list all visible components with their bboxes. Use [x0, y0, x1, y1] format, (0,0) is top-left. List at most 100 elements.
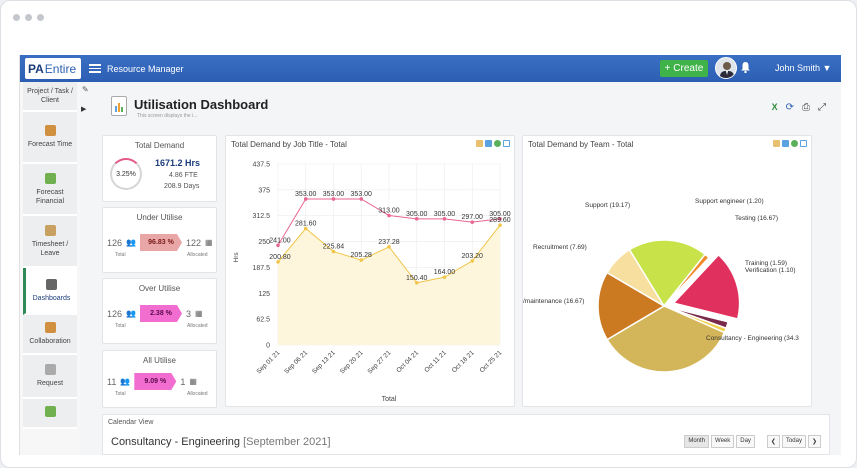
sidebar-item-6[interactable]: Collaboration	[23, 315, 77, 355]
user-menu[interactable]: John Smith ▼	[775, 63, 832, 73]
create-button[interactable]: + Create	[660, 60, 708, 77]
total-demand-days: 208.9 Days	[164, 183, 200, 190]
expand-icon[interactable]	[800, 140, 807, 147]
week-view-button[interactable]: Week	[711, 435, 735, 448]
page-toolbar: X ⟳ ⎙ ⤢	[772, 102, 826, 113]
forecast-time-icon	[44, 125, 56, 136]
next-button[interactable]: ❯	[807, 435, 821, 448]
pie-label: Verification (1.10)	[745, 267, 796, 274]
chart-tools	[773, 140, 807, 147]
today-button[interactable]: Today	[781, 435, 806, 448]
x-tick-label: Sep 27 21	[367, 349, 393, 375]
series-1-point	[498, 217, 502, 221]
x-tick-label: Oct 18 21	[451, 349, 476, 374]
job-title-chart-card: Total Demand by Job Title - Total 0 62.5 1…	[225, 135, 515, 407]
y-tick-label: 375	[258, 187, 270, 194]
data-label: 237.28	[378, 239, 400, 246]
pie-label: Training (1.59)	[745, 260, 787, 267]
team-chart-card: Total Demand by Team - Total Support (19…	[522, 135, 812, 407]
bell-icon[interactable]	[740, 61, 751, 76]
over-total-caption: Total	[115, 323, 126, 329]
chart-settings-icon[interactable]	[773, 140, 780, 147]
series-1-point	[414, 217, 419, 221]
data-label: 205.28	[351, 252, 373, 259]
filter-icon[interactable]	[782, 140, 789, 147]
sidebar-item-label: Project / Task / Client	[27, 88, 73, 104]
refresh-icon[interactable]: ⟳	[785, 102, 794, 113]
expand-icon[interactable]	[503, 140, 510, 147]
request-icon	[44, 364, 56, 375]
x-tick-label: Oct 11 21	[423, 349, 448, 374]
sidebar-item-1[interactable]: Project / Task / Client	[23, 82, 77, 112]
people-icon: 👥	[120, 377, 131, 386]
avatar[interactable]	[715, 57, 737, 79]
series-2-point	[303, 226, 308, 231]
series-1-point	[276, 243, 280, 248]
data-label: 353.00	[351, 191, 373, 198]
more-icon[interactable]	[494, 140, 501, 147]
data-label: 241.00	[269, 237, 291, 244]
sidebar-item-2[interactable]: Forecast Time	[23, 112, 77, 164]
calendar-controls: Month Week Day ❮ Today ❯	[684, 435, 821, 448]
people-icon: 👥	[126, 309, 136, 318]
edit-icon[interactable]: ✎	[82, 85, 89, 94]
day-view-button[interactable]: Day	[736, 435, 755, 448]
total-demand-hours: 1671.2 Hrs	[155, 158, 201, 168]
pie-label: Consultancy - Engineering (34.3	[706, 335, 799, 342]
calendar-icon: ▦	[195, 309, 203, 318]
line-chart-title: Total Demand by Job Title - Total	[231, 140, 347, 149]
sidebar-item-label: Dashboards	[32, 294, 71, 302]
sidebar-item-8[interactable]	[23, 399, 77, 429]
series-2-point	[359, 258, 364, 262]
logo-sub: Entire	[44, 61, 77, 76]
pie-label: Support engineer (1.20)	[695, 198, 764, 205]
pie-label: Recruitment (7.69)	[533, 244, 587, 251]
sidebar-toggle-icon[interactable]: ▶	[81, 106, 87, 113]
menu-icon[interactable]	[89, 64, 101, 73]
timesheet-icon	[44, 224, 56, 236]
sidebar-item-3[interactable]: Forecast Financial	[23, 164, 77, 216]
series-2-point	[387, 245, 391, 249]
filter-icon[interactable]	[485, 140, 492, 147]
all-utilise-row: 11 👥 9.09 % 1 ▦	[107, 373, 197, 390]
more-icon[interactable]	[791, 140, 798, 147]
all-utilise-card[interactable]: All Utilise 11 👥 9.09 % 1 ▦ Total Alloca…	[102, 350, 217, 408]
data-label: 305.00	[489, 211, 511, 218]
series-1-point	[331, 197, 336, 201]
pie-slice	[597, 271, 666, 341]
x-tick-label: Oct 25 21	[479, 349, 504, 374]
chart-settings-icon[interactable]	[476, 140, 483, 147]
prev-button[interactable]: ❮	[766, 435, 780, 448]
over-utilise-card[interactable]: Over Utilise 126 👥 2.38 % 3 ▦ Total Allo…	[102, 278, 217, 344]
dashboards-icon	[46, 278, 57, 290]
app-logo[interactable]: PA Entire	[25, 58, 81, 79]
forecast-financial-icon	[44, 172, 56, 184]
fullscreen-icon[interactable]: ⤢	[818, 102, 826, 113]
pie-label: /maintenance (16.67)	[523, 298, 584, 305]
sidebar-item-5[interactable]: Dashboards	[23, 268, 77, 315]
data-label: 150.40	[406, 275, 428, 282]
under-utilise-card[interactable]: Under Utilise 126 👥 96.83 % 122 ▦ Total …	[102, 207, 217, 273]
series-1-point	[470, 220, 475, 224]
series-1-point	[387, 213, 391, 218]
sidebar-item-label: Request	[36, 380, 64, 387]
data-label: 281.60	[295, 220, 317, 227]
excel-export-icon[interactable]: X	[771, 102, 778, 112]
under-total-caption: Total	[115, 252, 126, 258]
calendar-view: Calendar View Consultancy - Engineering …	[102, 414, 830, 455]
y-tick-label: 312.5	[252, 213, 270, 220]
sidebar-item-4[interactable]: Timesheet / Leave	[23, 216, 77, 268]
over-utilise-pill: 2.38 %	[140, 305, 182, 322]
pie-slice	[628, 239, 707, 308]
calendar-team: Consultancy - Engineering	[111, 436, 241, 448]
data-label: 353.00	[323, 191, 345, 198]
x-tick-label: Oct 04 21	[395, 349, 420, 374]
sidebar-item-7[interactable]: Request	[23, 355, 77, 399]
top-bar: PA Entire Resource Manager + Create John …	[20, 55, 841, 82]
over-utilise-title: Over Utilise	[138, 284, 181, 293]
more-icon	[44, 405, 56, 417]
data-label: 225.84	[323, 244, 345, 251]
print-icon[interactable]: ⎙	[802, 102, 810, 113]
sidebar-item-label: Forecast Financial	[35, 188, 64, 205]
month-view-button[interactable]: Month	[684, 435, 710, 448]
